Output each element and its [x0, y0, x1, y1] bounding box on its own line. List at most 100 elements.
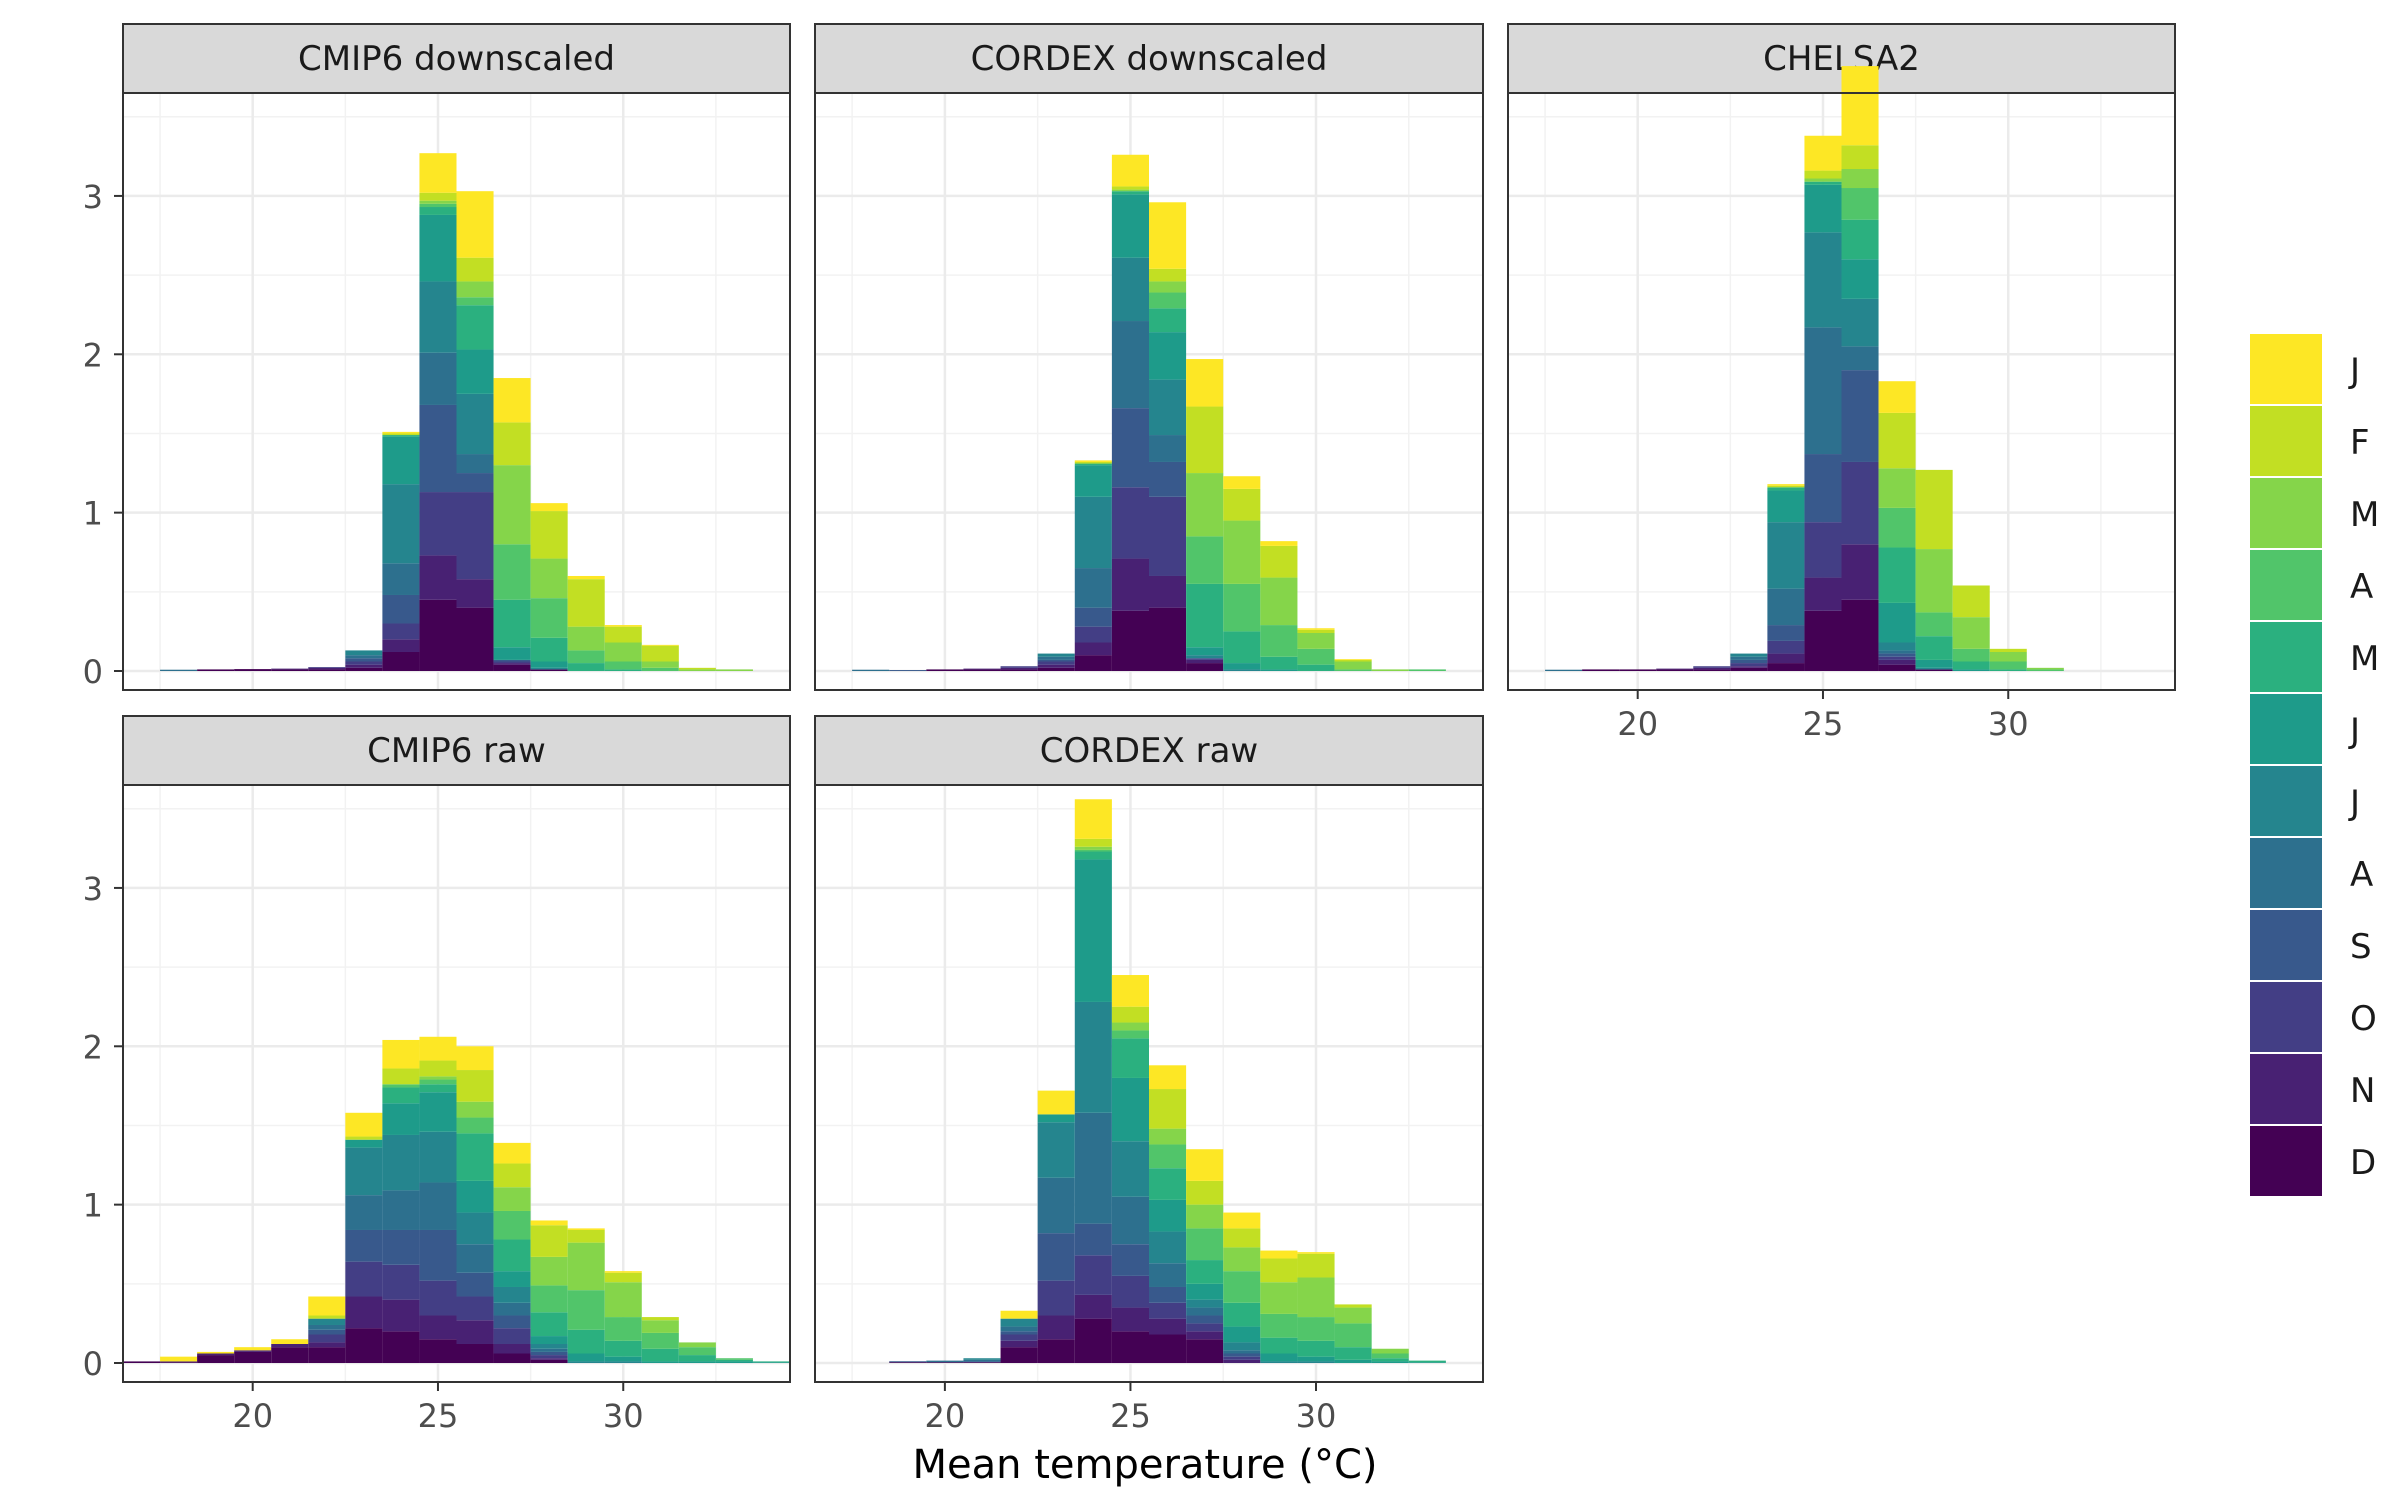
bar-segment-J [1037, 653, 1075, 657]
bar-segment-J [530, 1336, 568, 1344]
bar-segment-F [493, 422, 531, 466]
bar-segment-D [271, 669, 309, 671]
bar-segment-M [678, 1355, 716, 1362]
bar-segment-J [1297, 1361, 1335, 1363]
bar-segment-D [1693, 669, 1731, 671]
bar-segment-J [456, 349, 494, 394]
bar-segment-A [493, 1210, 531, 1240]
bar-segment-O [382, 623, 420, 640]
bar-segment-D [1000, 1347, 1038, 1363]
bar-segment-J [1730, 653, 1768, 657]
bar-segment-O [382, 1264, 420, 1300]
bar-segment-J [1297, 1356, 1335, 1362]
bar-segment-J [963, 1358, 1001, 1360]
bar-segment-M [715, 669, 753, 671]
bar-segment-D [456, 1343, 494, 1363]
bar-segment-F [1223, 488, 1261, 521]
bar-segment-M [1371, 1348, 1409, 1354]
bar-segment-N [1656, 668, 1694, 670]
bar-segment-F [456, 257, 494, 282]
bar-segment-A [1074, 1112, 1112, 1224]
bar-segment-D [493, 664, 531, 671]
bar-segment-A [1223, 583, 1261, 632]
panel-title: CMIP6 downscaled [298, 39, 615, 79]
x-tick-label: 30 [1296, 1397, 1337, 1435]
bar-segment-D [234, 1351, 272, 1363]
bar-segment-M [1989, 669, 2027, 671]
panel-title: CMIP6 raw [367, 731, 546, 771]
bar-segment-F [1297, 1253, 1335, 1278]
legend-label: M [2350, 495, 2379, 535]
bar-segment-F [382, 1068, 420, 1085]
bar-segment-J [160, 1356, 198, 1362]
bar-segment-J [271, 1339, 309, 1344]
x-tick-label: 20 [925, 1397, 966, 1435]
bar-segment-A [2026, 669, 2064, 671]
bar-segment-D [1186, 663, 1224, 671]
bar-segment-S [1878, 653, 1916, 657]
bar-segment-S [493, 1315, 531, 1329]
bar-segment-F [1260, 1258, 1298, 1283]
bar-segment-A [567, 650, 605, 664]
bar-segment-M [1260, 1282, 1298, 1314]
bar-segment-J [419, 1131, 457, 1183]
bar-segment-D [1730, 667, 1768, 671]
panel-4: CMIP6 raw 0 1 2 3 20 25 30 [83, 715, 791, 1435]
bar-segment-J [715, 1361, 753, 1363]
bar-segment-M [1149, 308, 1187, 333]
bar-segment-J [1260, 1361, 1298, 1363]
bar-segment-J [1149, 1231, 1187, 1264]
bar-segment-J [382, 436, 420, 485]
bar-segment-M [419, 207, 457, 215]
bar-segment-N [493, 1343, 531, 1354]
legend-key-J [2250, 334, 2322, 404]
bar-segment-A [1841, 346, 1879, 371]
bar-segment-S [419, 404, 457, 493]
bar-segment-M [1371, 1358, 1409, 1362]
bars [1545, 66, 2064, 671]
bar-segment-J [345, 650, 383, 656]
bar-segment-J [1260, 1353, 1298, 1362]
bar-segment-M [1915, 636, 1953, 660]
bar-segment-J [419, 1092, 457, 1132]
bar-segment-M [604, 669, 642, 671]
bar-segment-D [1037, 667, 1075, 671]
bar-segment-J [1371, 1361, 1409, 1363]
bar-segment-M [1952, 617, 1990, 649]
bar-segment-M [752, 1361, 790, 1363]
panel-strip [122, 715, 791, 786]
panel-strip [814, 715, 1484, 786]
bar-segment-S [456, 473, 494, 493]
bar-segment-M [1841, 169, 1879, 189]
bar-segment-A [1408, 669, 1446, 671]
bar-segment-M [1260, 577, 1298, 626]
bar-segment-D [1804, 610, 1842, 671]
bar-segment-J [1074, 799, 1112, 839]
bar-segment-J [1408, 1362, 1446, 1363]
bar-segment-D [1878, 664, 1916, 671]
bar-segment-N [345, 664, 383, 668]
bar-segment-D [123, 1361, 161, 1363]
bar-segment-D [419, 599, 457, 671]
bar-segment-D [1656, 669, 1694, 671]
bar-segment-J [1037, 1090, 1075, 1115]
bar-segment-M [382, 1087, 420, 1104]
bar-segment-F [1297, 629, 1335, 633]
bar-segment-D [308, 1347, 346, 1363]
bar-segment-M [1186, 1204, 1224, 1229]
bar-segment-O [1037, 1280, 1075, 1316]
bar-segment-A [160, 669, 198, 671]
bar-segment-M [493, 1187, 531, 1211]
legend-key-O [2250, 982, 2322, 1052]
bar-segment-M [1111, 1022, 1149, 1031]
bar-segment-N [1074, 1294, 1112, 1319]
bar-segment-J [604, 1271, 642, 1273]
panel-title: CORDEX downscaled [971, 39, 1328, 79]
bar-segment-J [1334, 1359, 1372, 1363]
bar-segment-J [604, 625, 642, 627]
bar-segment-J [641, 1361, 679, 1363]
bar-segment-M [1149, 281, 1187, 293]
panel-border [814, 92, 1484, 691]
bar-segment-N [1767, 653, 1805, 664]
bar-segment-D [963, 1362, 1001, 1363]
